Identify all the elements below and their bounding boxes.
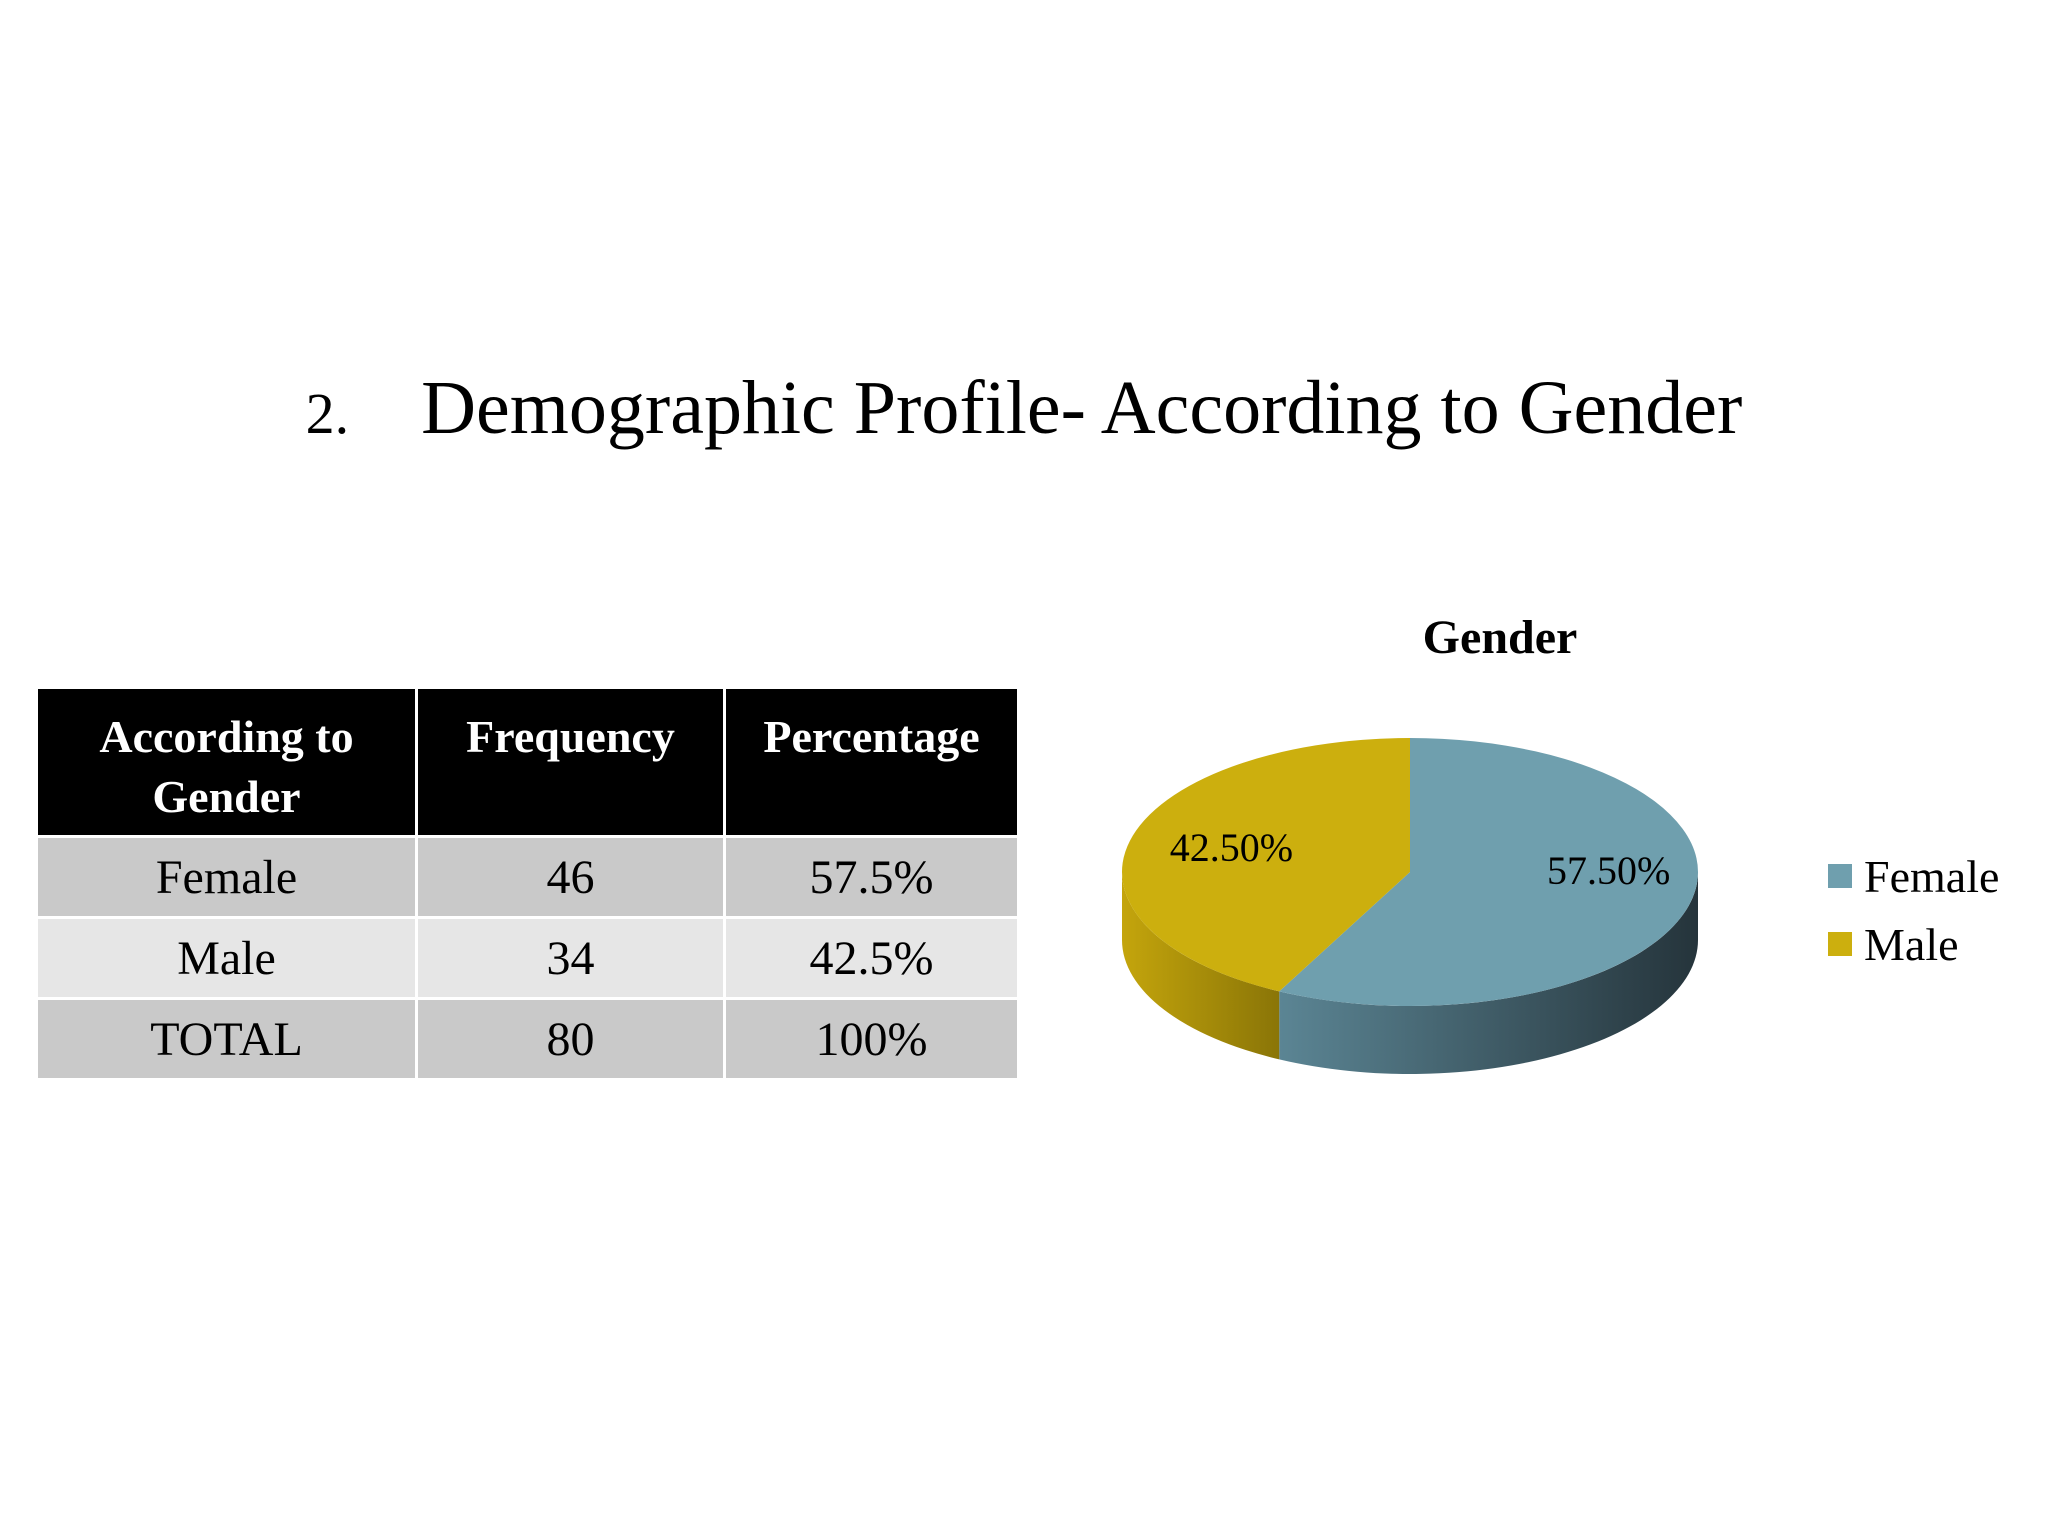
pie-chart: 57.50% 42.50%	[1122, 738, 1699, 1074]
pie-slice-female	[1279, 738, 1699, 1006]
slide-title: 2. Demographic Profile- According to Gend…	[0, 370, 2048, 446]
pie-label-male: 42.50%	[1170, 825, 1293, 870]
table-header-row: According to Gender Frequency Percentage	[35, 686, 1020, 838]
legend-label-male: Male	[1864, 918, 1959, 970]
row-frequency: 34	[415, 916, 726, 1000]
chart-legend: Female Male	[1828, 842, 1999, 978]
legend-swatch-male	[1828, 932, 1852, 956]
legend-item-male: Male	[1828, 910, 1999, 978]
pie-slice-male	[1122, 738, 1410, 992]
row-label: Female	[35, 835, 418, 919]
row-label: Male	[35, 916, 418, 1000]
table-row: TOTAL 80 100%	[35, 997, 1020, 1081]
row-frequency: 80	[415, 997, 726, 1081]
legend-label-female: Female	[1864, 850, 2000, 902]
gender-table: According to Gender Frequency Percentage…	[35, 686, 1020, 1081]
slide-heading: Demographic Profile- According to Gender	[421, 366, 1743, 450]
row-percentage: 100%	[723, 997, 1020, 1081]
pie-side-female	[1279, 872, 1698, 1074]
row-percentage: 57.5%	[723, 835, 1020, 919]
header-gender: According to Gender	[35, 686, 418, 838]
table-row: Female 46 57.5%	[35, 835, 1020, 919]
row-percentage: 42.5%	[723, 916, 1020, 1000]
legend-item-female: Female	[1828, 842, 1999, 910]
row-label: TOTAL	[35, 997, 418, 1081]
header-percentage: Percentage	[723, 686, 1020, 838]
slide-number: 2.	[305, 381, 350, 446]
pie-label-female: 57.50%	[1547, 848, 1670, 893]
row-frequency: 46	[415, 835, 726, 919]
legend-swatch-female	[1828, 864, 1852, 888]
header-frequency: Frequency	[415, 686, 726, 838]
chart-title: Gender	[1422, 611, 1578, 664]
table-row: Male 34 42.5%	[35, 916, 1020, 1000]
pie-side-male	[1122, 872, 1280, 1060]
